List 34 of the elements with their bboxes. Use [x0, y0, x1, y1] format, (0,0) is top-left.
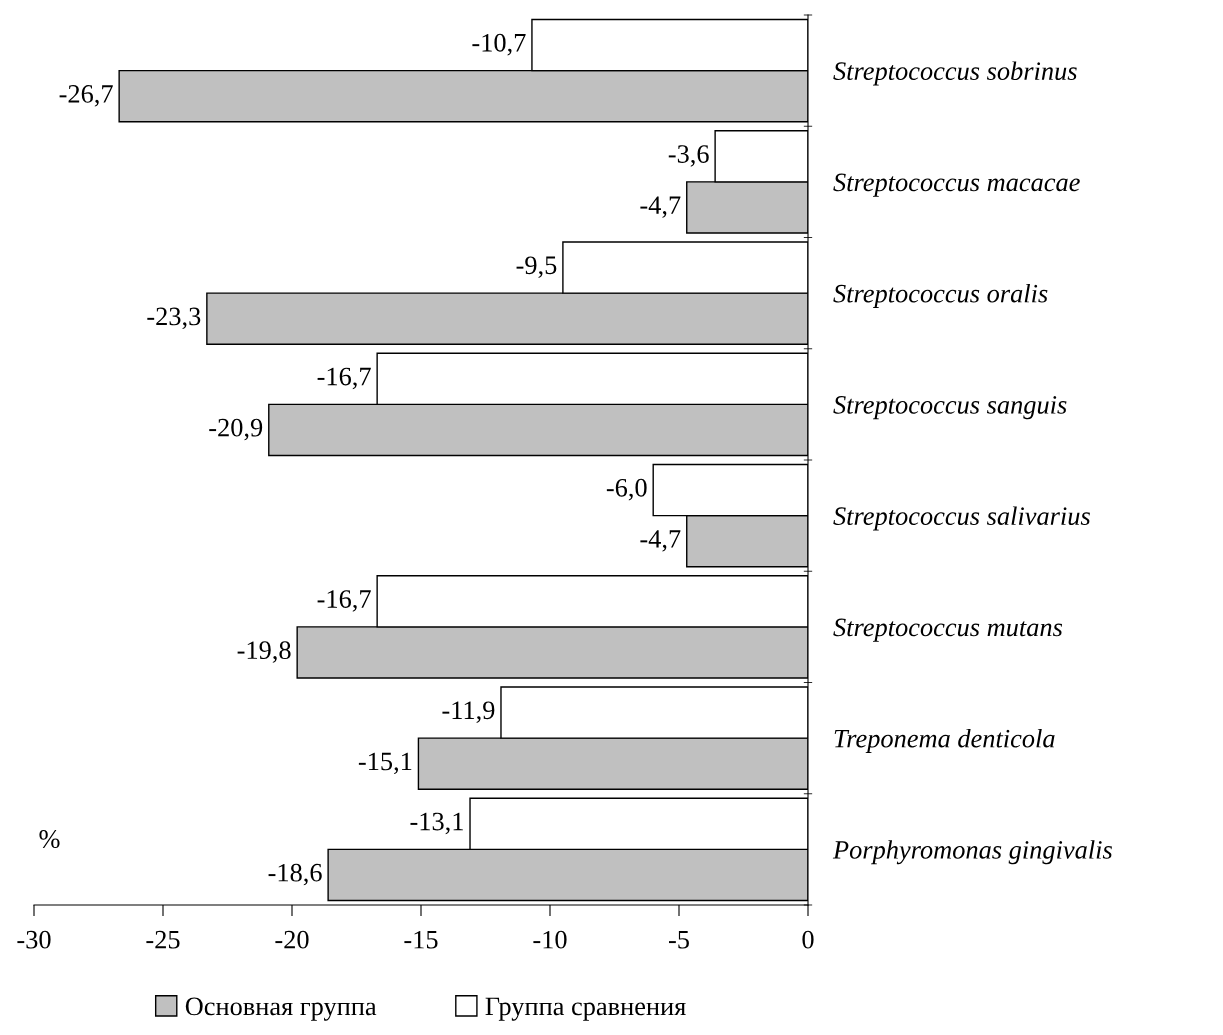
- data-label: -16,7: [317, 367, 371, 390]
- x-tick-label: 0: [802, 930, 814, 949]
- x-tick-label: -15: [404, 930, 438, 949]
- data-label: -9,5: [516, 256, 557, 278]
- y-tick-label: Streptococcus oralis: [833, 283, 1048, 308]
- data-label: -15,1: [358, 752, 412, 775]
- y-tick-label: Treponema denticola: [834, 728, 1055, 753]
- x-axis-title: %: [39, 830, 60, 849]
- data-label: -16,7: [317, 590, 371, 612]
- data-label: -18,6: [268, 863, 322, 886]
- data-label: -6,0: [606, 478, 647, 501]
- data-label: -26,7: [59, 85, 113, 107]
- x-tick-label: -30: [17, 930, 51, 949]
- x-tick-label: -25: [146, 930, 180, 949]
- data-label: -11,9: [442, 701, 495, 723]
- data-label: -23,3: [147, 307, 201, 330]
- data-label: -4,7: [640, 530, 681, 552]
- y-tick-label: Streptococcus mutans: [833, 618, 1063, 642]
- x-tick-label: -10: [533, 930, 567, 949]
- data-label: -10,7: [472, 33, 526, 56]
- data-label: -13,1: [410, 812, 463, 835]
- data-label: -19,8: [237, 641, 291, 663]
- x-tick-label: -5: [668, 931, 689, 949]
- legend-label: Группа сравнения: [485, 997, 686, 1021]
- data-label: -4,7: [640, 196, 681, 218]
- y-tick-label: Streptococcus macacae: [833, 173, 1080, 197]
- x-tick-label: -20: [275, 930, 309, 949]
- y-tick-label: Streptococcus sobrinus: [833, 61, 1077, 86]
- y-tick-label: Streptococcus sanguis: [833, 396, 1067, 420]
- legend-label: Основная группа: [185, 997, 377, 1021]
- data-label: -20,9: [209, 418, 263, 441]
- y-tick-label: Streptococcus salivarius: [833, 506, 1090, 531]
- data-label: -3,6: [668, 145, 709, 167]
- y-tick-label: Porphyromonas gingivalis: [832, 840, 1112, 865]
